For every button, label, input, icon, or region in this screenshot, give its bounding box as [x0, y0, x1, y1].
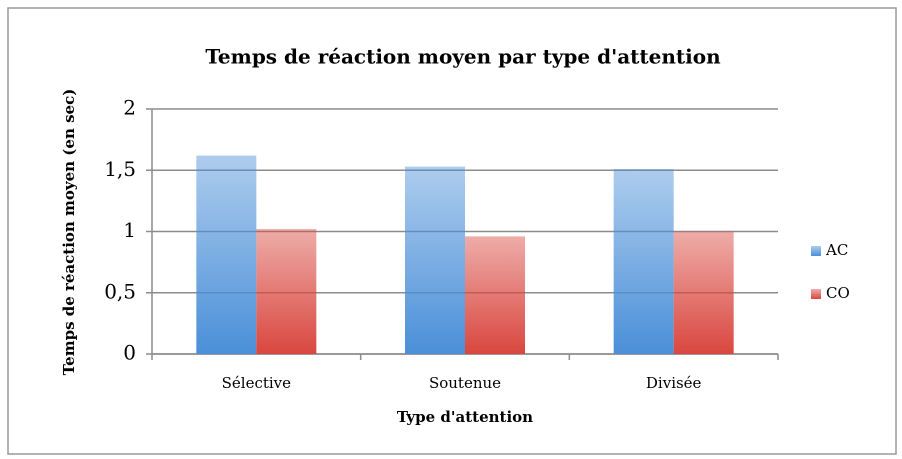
y-axis-title: Temps de réaction moyen (en sec) [60, 89, 78, 376]
y-tick-label: 1,5 [104, 157, 136, 181]
y-tick-label: 2 [123, 96, 136, 120]
x-axis-title: Type d'attention [397, 408, 533, 426]
chart-title: Temps de réaction moyen par type d'atten… [205, 45, 721, 69]
y-tick-label: 0 [123, 341, 136, 365]
bar [196, 155, 257, 354]
legend-swatch [811, 289, 821, 299]
bar [256, 229, 317, 354]
legend-swatch [811, 246, 821, 256]
legend-label: CO [826, 284, 850, 302]
bar [465, 236, 525, 354]
bar [673, 231, 734, 354]
bar [405, 166, 465, 354]
x-tick-label: Sélective [222, 374, 292, 392]
bar [613, 169, 674, 354]
y-tick-label: 1 [123, 218, 136, 242]
x-tick-label: Divisée [646, 374, 702, 392]
x-tick-label: Soutenue [429, 374, 501, 392]
y-tick-label: 0,5 [104, 279, 136, 303]
legend-label: AC [825, 241, 848, 259]
